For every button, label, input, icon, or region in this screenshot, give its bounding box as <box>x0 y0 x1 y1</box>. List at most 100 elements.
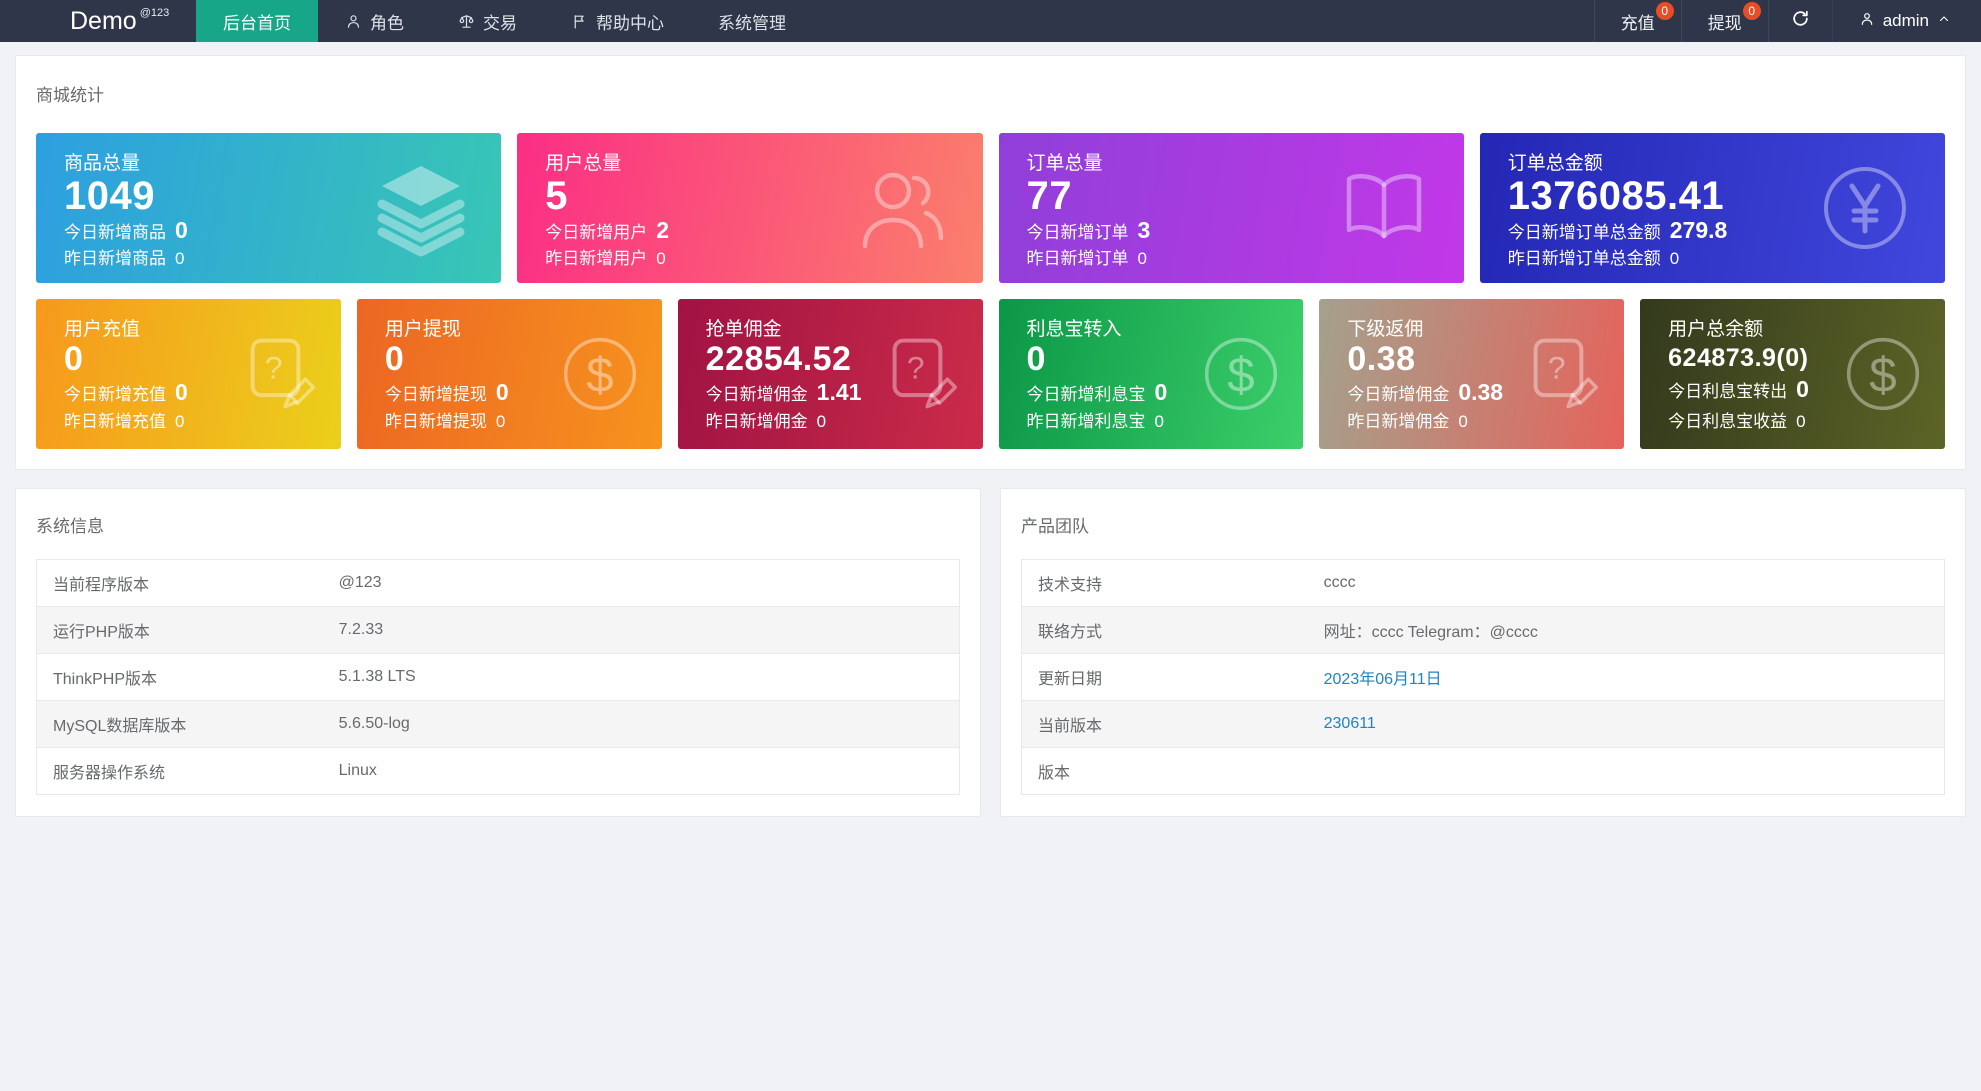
stat-line-label: 今日新增佣金 <box>1347 384 1450 404</box>
doc-question-icon: ? <box>877 330 965 418</box>
stat-card-line: 昨日新增订单总金额 0 <box>1508 244 1945 269</box>
stat-card: 订单总量 77 今日新增订单 3 昨日新增订单 0 <box>998 133 1464 283</box>
doc-question-icon: ? <box>235 330 323 418</box>
stat-card-value: 1049 <box>64 174 155 218</box>
dollar-circle-icon: $ <box>556 330 644 418</box>
nav-item-home[interactable]: 后台首页 <box>196 0 318 42</box>
stat-card-line: 昨日新增佣金 0 <box>1347 407 1624 432</box>
stat-line-value: 0 <box>1796 412 1806 431</box>
stat-line-value: 0 <box>656 249 666 268</box>
top-navbar: Demo @123 后台首页 角色 交易 帮助中心 系统管理 充值 0 提现 0 admin <box>0 0 1981 42</box>
row-label: ThinkPHP版本 <box>53 671 158 688</box>
stat-card-line: 今日新增佣金 1.41 <box>706 379 983 406</box>
stat-line-label: 今日新增充值 <box>64 384 166 404</box>
layers-icon <box>371 158 471 258</box>
dollar-circle-icon: $ <box>1839 330 1927 418</box>
stat-line-label: 今日利息宝收益 <box>1668 412 1788 431</box>
stat-line-label: 今日新增利息宝 <box>1026 384 1146 404</box>
user-icon <box>1859 11 1875 32</box>
stat-card-title: 用户提现 <box>384 319 461 340</box>
stat-card-title: 下级返佣 <box>1347 319 1424 340</box>
nav-item-role[interactable]: 角色 <box>318 0 431 42</box>
row-value: 7.2.33 <box>338 621 384 638</box>
stat-line-value: 0 <box>1154 378 1168 405</box>
stat-line-value: 0 <box>495 411 506 431</box>
system-info-title: 系统信息 <box>36 517 104 536</box>
nav-menu: 后台首页 角色 交易 帮助中心 系统管理 <box>196 0 813 42</box>
svg-text:$: $ <box>1228 348 1255 403</box>
stat-card-title: 订单总量 <box>1026 153 1103 174</box>
nav-item-help[interactable]: 帮助中心 <box>544 0 691 42</box>
row-value: 网址：cccc Telegram：@cccc <box>1323 624 1538 641</box>
nav-item-system[interactable]: 系统管理 <box>691 0 813 42</box>
stat-card-line: 今日新增商品 0 <box>64 217 501 244</box>
users-icon <box>853 158 953 258</box>
nav-item-label: 角色 <box>370 13 404 33</box>
product-team-panel: 产品团队 技术支持 cccc 联络方式 网址：cccc Telegram：@cccc 更… <box>1000 488 1966 817</box>
stat-card-line: 今日利息宝转出 0 <box>1668 376 1945 403</box>
table-row: MySQL数据库版本 5.6.50-log <box>36 700 960 748</box>
stat-line-value: 3 <box>1137 217 1151 243</box>
row-value-link[interactable]: 2023年06月11日 <box>1323 671 1442 688</box>
stat-card: 用户充值 0 今日新增充值 0 昨日新增充值 0? <box>36 299 341 449</box>
stats-row-1: 商品总量 1049 今日新增商品 0 昨日新增商品 0 用户总量 5 今日新增用户 2 昨日新增用户… <box>36 133 1945 283</box>
stat-line-label: 昨日新增订单总金额 <box>1507 249 1661 268</box>
row-label: 当前程序版本 <box>53 577 150 594</box>
user-menu[interactable]: admin <box>1831 0 1981 42</box>
recharge-count-badge: 0 <box>1655 2 1674 20</box>
stat-card-value: 77 <box>1026 174 1072 218</box>
row-value-link[interactable]: 230611 <box>1323 715 1376 732</box>
stat-line-label: 昨日新增佣金 <box>705 411 808 431</box>
brand-logo[interactable]: Demo @123 <box>0 0 196 42</box>
row-label: 运行PHP版本 <box>53 624 150 641</box>
scales-icon <box>458 13 475 30</box>
stat-line-label: 今日新增提现 <box>384 384 487 404</box>
stat-card: 用户总余额 624873.9(0) 今日利息宝转出 0 今日利息宝收益 0 $ <box>1640 299 1945 449</box>
stat-card: 商品总量 1049 今日新增商品 0 昨日新增商品 0 <box>36 133 502 283</box>
stat-card: 抢单佣金 22854.52 今日新增佣金 1.41 昨日新增佣金 0? <box>677 299 983 449</box>
stat-card-title: 用户总余额 <box>1668 319 1764 340</box>
row-label: 当前版本 <box>1038 718 1103 735</box>
nav-item-label: 后台首页 <box>223 13 291 33</box>
row-value: 5.1.38 LTS <box>338 668 416 685</box>
nav-item-label: 系统管理 <box>718 13 786 33</box>
bottom-section: 系统信息 当前程序版本 @123 运行PHP版本 7.2.33 ThinkPHP版本 5.… <box>0 470 1981 817</box>
recharge-button[interactable]: 充值 0 <box>1593 0 1681 42</box>
row-value: @123 <box>338 574 382 591</box>
stat-line-value: 0 <box>175 411 185 431</box>
refresh-button[interactable] <box>1767 0 1832 42</box>
stat-card-value: 0 <box>1026 340 1046 379</box>
main-content: 商城统计 商品总量 1049 今日新增商品 0 昨日新增商品 0 用户总量 5 今日新增用户 2 昨… <box>0 42 1981 470</box>
nav-right: 充值 0 提现 0 admin <box>1593 0 1981 42</box>
stat-card-line: 昨日新增用户 0 <box>545 244 982 269</box>
stat-card-value: 22854.52 <box>705 340 852 379</box>
stat-card-title: 订单总金额 <box>1507 153 1603 174</box>
svg-text:?: ? <box>1548 349 1566 385</box>
stat-card-value: 0.38 <box>1347 340 1416 379</box>
stat-card-line: 昨日新增充值 0 <box>64 407 341 432</box>
stat-card-line: 昨日新增利息宝 0 <box>1027 407 1304 432</box>
stat-card-value: 5 <box>545 174 568 218</box>
stat-line-label: 昨日新增订单 <box>1026 249 1129 268</box>
product-team-table: 技术支持 cccc 联络方式 网址：cccc Telegram：@cccc 更新日期 20… <box>1021 559 1945 795</box>
stat-line-value: 0 <box>816 411 827 431</box>
withdraw-label: 提现 <box>1707 13 1742 33</box>
stat-card-line: 昨日新增提现 0 <box>385 407 662 432</box>
stat-line-value: 0 <box>1137 249 1147 268</box>
book-icon <box>1334 158 1434 258</box>
row-label: 技术支持 <box>1038 577 1103 594</box>
stat-line-value: 279.8 <box>1669 217 1728 243</box>
stat-card-value: 1376085.41 <box>1507 174 1725 218</box>
brand-name: Demo <box>70 7 137 35</box>
nav-item-label: 帮助中心 <box>596 13 664 33</box>
row-value <box>1308 748 1945 795</box>
nav-item-trade[interactable]: 交易 <box>431 0 544 42</box>
system-info-panel: 系统信息 当前程序版本 @123 运行PHP版本 7.2.33 ThinkPHP版本 5.… <box>15 488 981 817</box>
row-value: 5.6.50-log <box>338 715 410 732</box>
withdraw-button[interactable]: 提现 0 <box>1680 0 1768 42</box>
stat-card-title: 用户充值 <box>64 319 141 340</box>
svg-text:$: $ <box>586 348 613 403</box>
dollar-circle-icon: $ <box>1197 330 1285 418</box>
row-value: cccc <box>1323 574 1356 591</box>
stat-line-label: 今日新增订单总金额 <box>1507 223 1661 242</box>
